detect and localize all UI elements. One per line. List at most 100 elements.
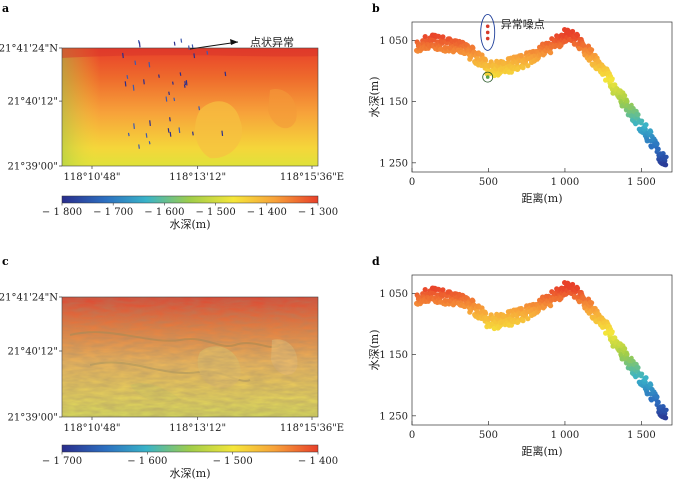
panel-c: c 21°41'24"N 21°40'12" 21°39'00" 118°10'48"… [0, 255, 344, 480]
anomaly-spike [171, 81, 174, 85]
sounding-point [470, 298, 476, 304]
anomaly-spike [183, 84, 186, 88]
sounding-point [482, 56, 488, 62]
annotation-text-a: 点状异常 [250, 35, 294, 49]
sounding-point [609, 77, 615, 83]
colorbar-label: 水深(m) [169, 467, 210, 480]
sounding-point [548, 303, 554, 309]
anomaly-spike [173, 41, 176, 46]
sounding-point [622, 346, 628, 352]
colorbar-tick-label: − 1 300 [298, 207, 338, 218]
sounding-point [622, 93, 628, 99]
sounding-point [635, 365, 641, 371]
sounding-point [570, 281, 576, 288]
colorbar-gradient [61, 195, 319, 204]
sounding-point [518, 305, 524, 312]
sounding-point [663, 162, 669, 168]
anomaly-spike [179, 72, 182, 76]
map-frame [61, 296, 319, 418]
colorbar-label: 水深(m) [169, 218, 210, 231]
colorbar-tick-label: − 1 600 [127, 456, 167, 467]
anomaly-spike [137, 40, 140, 44]
colorbar-tick-label: − 1 700 [42, 456, 82, 467]
outlier-point [485, 75, 490, 79]
sounding-point [574, 32, 581, 39]
sounding-point [436, 33, 442, 40]
sounding-point [664, 154, 669, 160]
sounding-point [422, 287, 428, 293]
sounding-point [655, 146, 661, 152]
anomaly-spike [127, 132, 130, 137]
sounding-point [589, 300, 595, 306]
panel-label-b: b [372, 2, 380, 15]
anomaly-spike [198, 106, 201, 111]
y-axis-label: 水深(m) [368, 76, 381, 117]
colorbar-tick-label: − 1 700 [93, 207, 133, 218]
sounding-point [482, 309, 488, 315]
y-tick-label: 1 250 [379, 158, 408, 169]
anomaly-spike [145, 133, 148, 138]
colorbar-tick-label: − 1 400 [247, 207, 287, 218]
sounding-point [647, 128, 653, 134]
anomaly-spike [158, 74, 160, 78]
anomaly-spike [180, 38, 183, 43]
anomaly-spike [126, 75, 129, 79]
sounding-point [643, 122, 649, 128]
anomaly-spike [148, 141, 151, 145]
panel-label-a: a [2, 2, 9, 15]
anomaly-spikes-a [122, 38, 227, 149]
map-x-tick-label: 118°15'36"E [280, 423, 344, 434]
sounding-point [574, 285, 581, 291]
outlier-points [485, 24, 490, 79]
panel-a: a 点状异常 21°41'24"N 21°40'12" 21°39'00" 118°1… [0, 2, 344, 231]
sounding-point [589, 47, 595, 53]
plot-frame [411, 21, 673, 173]
anomaly-spike [169, 131, 172, 137]
plot-frame [411, 274, 673, 426]
anomaly-spike [167, 128, 170, 133]
colorbar-c: − 1 700 − 1 600 − 1 500 − 1 400 水深(m) [42, 444, 338, 480]
colorbar-tick-label: − 1 600 [144, 207, 184, 218]
anomaly-spike [206, 50, 209, 55]
sounding-point [647, 381, 653, 387]
anomaly-spike [148, 61, 151, 68]
y-tick-label: 1 150 [379, 97, 408, 108]
colorbar-a: − 1 800 − 1 700 − 1 600 − 1 500 − 1 400 − 1 3… [42, 195, 338, 231]
map-x-tick-label: 118°10'48" [64, 172, 121, 183]
sounding-point [525, 63, 531, 69]
outlier-highlight-circle [482, 71, 494, 83]
x-tick-label: 1 500 [627, 430, 656, 441]
panel-label-d: d [372, 255, 380, 268]
sounding-point [440, 287, 446, 293]
sounding-point [581, 295, 587, 301]
map-y-tick-label: 21°39'00" [7, 413, 58, 424]
sounding-point [624, 351, 630, 358]
sounding-point [624, 98, 630, 105]
anomaly-spike [193, 53, 196, 59]
colorbar-tick-label: − 1 800 [42, 207, 82, 218]
sounding-point [470, 45, 476, 51]
map-y-tick-label: 21°39'00" [7, 162, 58, 173]
x-tick-label: 1 500 [627, 177, 656, 188]
map-x-tick-label: 118°13'12" [169, 423, 226, 434]
x-tick-label: 1 000 [551, 430, 580, 441]
x-tick-label: 500 [479, 177, 498, 188]
anomaly-spike [134, 60, 137, 66]
sounding-point [643, 375, 649, 381]
sounding-point [570, 28, 576, 35]
y-tick-label: 1 050 [379, 289, 408, 300]
outlier-point [485, 36, 490, 41]
anomaly-spike [184, 81, 187, 86]
y-tick-label: 1 250 [379, 411, 408, 422]
y-tick-label: 1 150 [379, 350, 408, 361]
anomaly-spike [224, 71, 227, 77]
y-axis-label: 水深(m) [368, 329, 381, 370]
map-x-tick-label: 118°10'48" [64, 423, 121, 434]
annotation-arrowhead-a [230, 39, 238, 45]
sounding-point [581, 42, 587, 48]
anomaly-spike [122, 52, 124, 59]
sounding-point [638, 119, 644, 125]
